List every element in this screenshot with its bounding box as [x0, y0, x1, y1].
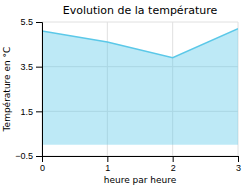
- x-axis-title: heure par heure: [104, 175, 177, 185]
- tick: 3: [236, 156, 241, 173]
- tick-mark: [36, 22, 42, 23]
- plot: 0 1 2 3 −0.5 1.5 3.5 5.5: [15, 17, 241, 173]
- y-axis: −0.5 1.5 3.5 5.5: [15, 17, 42, 161]
- tick-label: 1: [105, 163, 110, 173]
- line: [42, 29, 238, 58]
- tick-mark: [107, 156, 108, 162]
- title: Evolution de la température: [63, 4, 218, 17]
- tick-label: −0.5: [15, 151, 33, 161]
- area: [42, 29, 238, 145]
- x-axis: 0 1 2 3: [40, 156, 241, 173]
- chart: 0 1 2 3 −0.5 1.5 3.5 5.5 Evolution de la tempéra…: [0, 0, 250, 188]
- grid-line: [42, 22, 238, 23]
- tick-mark: [238, 156, 239, 162]
- tick-label: 1.5: [20, 107, 33, 117]
- tick-label: 0: [40, 163, 45, 173]
- tick: 3.5: [20, 62, 42, 72]
- tick: 0: [40, 156, 45, 173]
- tick: 1: [105, 156, 110, 173]
- axis-line: [36, 23, 43, 157]
- tick: 5.5: [20, 17, 42, 27]
- axis-line: [43, 157, 239, 163]
- grid: [42, 22, 238, 156]
- tick-label: 3: [236, 163, 241, 173]
- tick-label: 3.5: [20, 62, 33, 72]
- tick: 1.5: [20, 107, 42, 117]
- tick-mark: [173, 156, 174, 162]
- y-axis-title: Température en °C: [2, 47, 12, 133]
- tick-mark: [36, 111, 42, 112]
- tick-label: 2: [171, 163, 176, 173]
- tick-mark: [36, 156, 42, 157]
- marks: [42, 29, 238, 145]
- tick-label: 5.5: [20, 17, 33, 27]
- tick: −0.5: [15, 151, 42, 161]
- tick-mark: [36, 67, 42, 68]
- tick: 2: [171, 156, 176, 173]
